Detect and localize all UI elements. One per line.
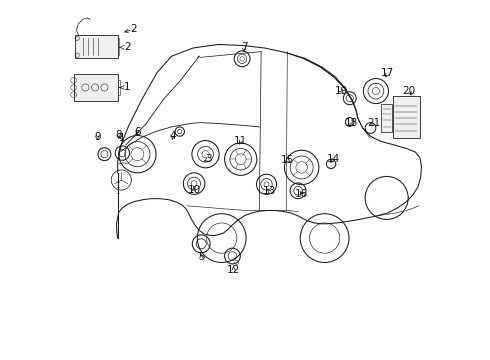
Text: 3: 3 (205, 154, 212, 164)
FancyBboxPatch shape (393, 96, 419, 138)
Text: 11: 11 (234, 136, 247, 146)
Text: 20: 20 (403, 86, 416, 96)
Text: 2: 2 (130, 24, 136, 35)
Text: 15: 15 (281, 155, 294, 165)
Text: 16: 16 (295, 189, 308, 199)
Text: 2: 2 (124, 42, 130, 52)
FancyBboxPatch shape (74, 74, 119, 101)
Text: 9: 9 (94, 132, 100, 142)
Text: 21: 21 (367, 118, 380, 128)
FancyBboxPatch shape (74, 35, 118, 58)
Text: 10: 10 (188, 185, 200, 195)
Text: 6: 6 (134, 127, 141, 136)
Text: 19: 19 (335, 86, 348, 96)
Text: 8: 8 (116, 130, 122, 140)
Text: 7: 7 (241, 42, 247, 52)
Text: 1: 1 (124, 82, 130, 93)
Text: 17: 17 (381, 68, 394, 78)
Text: 4: 4 (169, 131, 176, 141)
Text: 12: 12 (227, 265, 240, 275)
Text: 1: 1 (119, 133, 125, 143)
Text: 18: 18 (345, 118, 359, 128)
Text: 5: 5 (198, 252, 204, 262)
Text: 14: 14 (327, 154, 341, 164)
FancyBboxPatch shape (381, 104, 392, 132)
Text: 13: 13 (263, 186, 276, 197)
